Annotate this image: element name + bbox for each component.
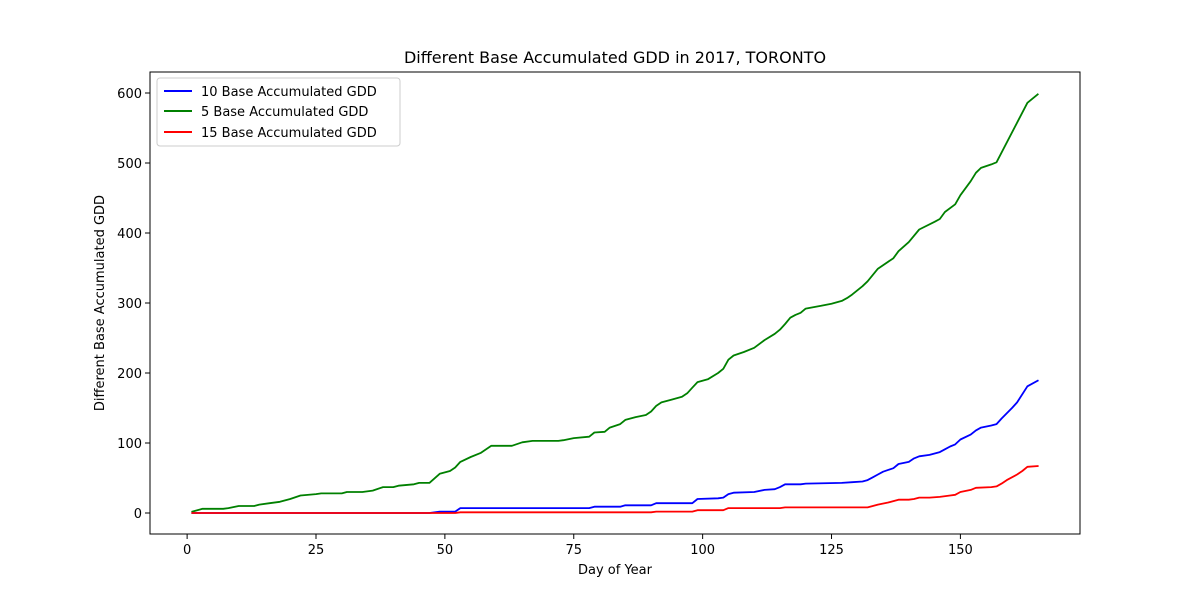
series-line-5-base	[191, 93, 1039, 513]
y-tick-label: 100	[117, 437, 142, 452]
x-tick-label: 75	[565, 543, 582, 558]
x-tick-label: 150	[948, 543, 973, 558]
legend-label-5-base: 5 Base Accumulated GDD	[201, 105, 368, 120]
x-tick-label: 125	[819, 543, 844, 558]
legend: 10 Base Accumulated GDD 5 Base Accumulat…	[156, 77, 401, 147]
y-tick-label: 400	[117, 227, 142, 242]
x-tick-label: 50	[437, 543, 454, 558]
x-axis-ticks: 0 25 50 75 100 125 150	[183, 534, 973, 558]
y-axis-label: Different Base Accumulated GDD	[93, 195, 108, 411]
series-line-10-base	[191, 379, 1039, 514]
series-line-15-base	[191, 465, 1039, 514]
chart-title: Different Base Accumulated GDD in 2017, …	[404, 48, 826, 67]
y-tick-label: 0	[134, 507, 142, 522]
x-axis-label: Day of Year	[578, 563, 653, 578]
x-tick-label: 100	[690, 543, 715, 558]
legend-label-15-base: 15 Base Accumulated GDD	[201, 126, 377, 141]
y-tick-label: 600	[117, 87, 142, 102]
y-tick-label: 200	[117, 367, 142, 382]
plot-lines	[191, 93, 1039, 514]
legend-box	[156, 77, 401, 147]
legend-label-10-base: 10 Base Accumulated GDD	[201, 85, 377, 100]
y-tick-label: 300	[117, 297, 142, 312]
x-tick-label: 25	[308, 543, 325, 558]
x-tick-label: 0	[183, 543, 191, 558]
y-axis-ticks: 0 100 200 300 400 500 600	[117, 87, 150, 522]
y-tick-label: 500	[117, 157, 142, 172]
